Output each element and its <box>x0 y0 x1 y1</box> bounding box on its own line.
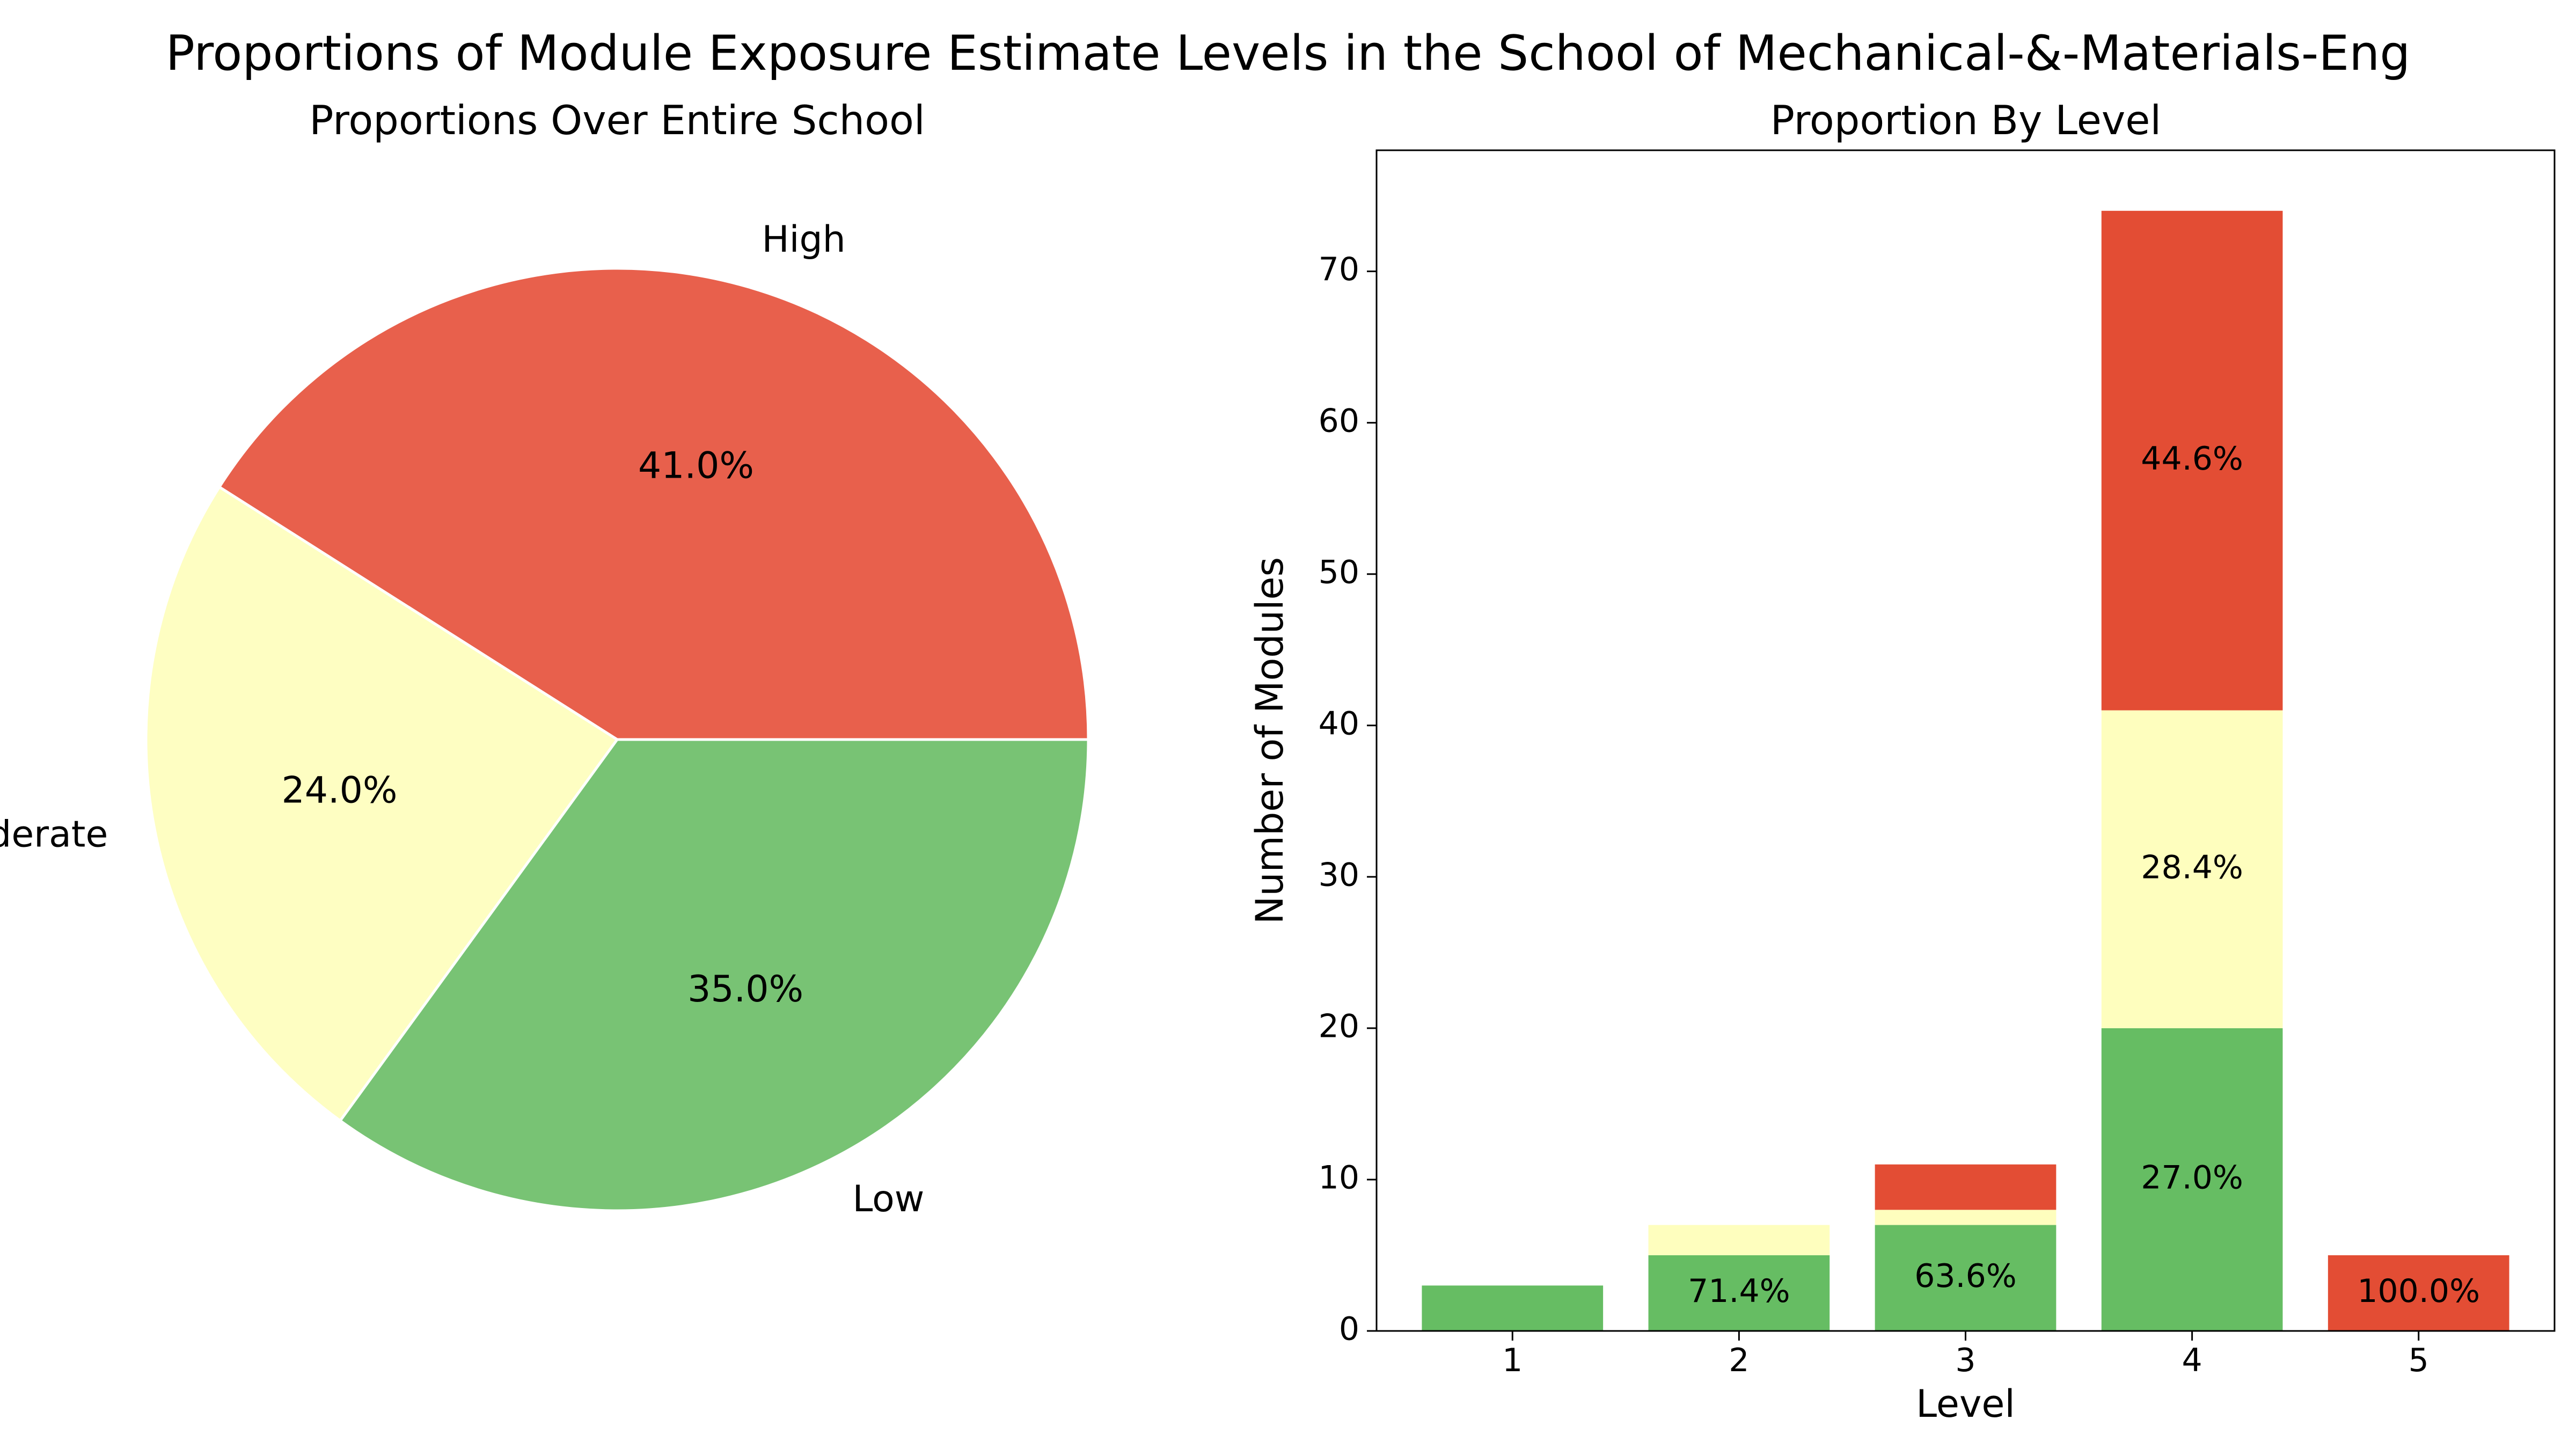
bar-low-level-2 <box>1648 1255 1830 1331</box>
pie-slice-high <box>217 267 1090 741</box>
bar-moderate-level-4 <box>2101 710 2283 1028</box>
bar-low-level-4 <box>2101 1028 2283 1331</box>
bar-moderate-level-2 <box>1648 1225 1830 1255</box>
y-tick-label: 20 <box>1319 1007 1359 1045</box>
pie-label-moderate: Moderate <box>0 814 108 856</box>
y-tick-label: 10 <box>1319 1159 1359 1197</box>
y-tick-label: 0 <box>1339 1311 1359 1348</box>
pie-label-high: High <box>762 218 845 261</box>
pie-pct-moderate: 24.0% <box>282 769 398 811</box>
pie-pct-high: 41.0% <box>638 445 754 487</box>
y-axis: 0 10 20 30 40 50 60 70 <box>1319 251 1377 1348</box>
x-tick-label: 3 <box>1955 1342 1975 1379</box>
bar-label-high-level-4: 44.6% <box>2141 440 2243 478</box>
pie-slice-moderate <box>144 485 619 1123</box>
y-tick-label: 50 <box>1319 553 1359 591</box>
y-tick-label: 70 <box>1319 251 1359 288</box>
x-tick-label: 1 <box>1502 1342 1523 1379</box>
x-axis-label: Level <box>1916 1382 2015 1426</box>
y-tick-label: 40 <box>1319 705 1359 742</box>
x-axis: 1 2 3 4 5 <box>1502 1331 2429 1379</box>
pie-slices <box>144 267 1090 1212</box>
bar-chart: Proportion By Level 71.4% 63.6% 27.0% 28.4%… <box>1248 97 2556 1426</box>
x-tick-label: 2 <box>1729 1342 1749 1379</box>
bar-annotations: 71.4% 63.6% 27.0% 28.4% 44.6% 100.0% <box>1688 440 2480 1310</box>
bar-segments <box>1422 210 2509 1331</box>
y-axis-label: Number of Modules <box>1248 557 1292 924</box>
bar-moderate-level-3 <box>1875 1210 2057 1225</box>
bar-high-level-4 <box>2101 210 2283 711</box>
bar-label-high-level-5: 100.0% <box>2357 1272 2480 1310</box>
x-tick-label: 5 <box>2409 1342 2429 1379</box>
pie-pct-low: 35.0% <box>687 968 803 1011</box>
plot-frame <box>1375 149 2556 1332</box>
bar-label-low-level-2: 71.4% <box>1688 1272 1790 1310</box>
bar-low-level-1 <box>1422 1285 1604 1331</box>
x-tick-label: 4 <box>2182 1342 2202 1379</box>
bar-low-level-3 <box>1875 1225 2057 1331</box>
bar-high-level-3 <box>1875 1164 2057 1210</box>
pie-slice-low <box>338 738 1090 1212</box>
pie-chart: Proportions Over Entire School High 41.0%… <box>0 97 1090 1220</box>
bar-title: Proportion By Level <box>1770 97 2161 144</box>
y-tick-label: 60 <box>1319 402 1359 440</box>
bar-label-low-level-4: 27.0% <box>2141 1159 2243 1197</box>
pie-label-low: Low <box>852 1178 924 1220</box>
bar-high-level-5 <box>2328 1255 2509 1331</box>
bar-label-low-level-3: 63.6% <box>1914 1257 2017 1295</box>
pie-title: Proportions Over Entire School <box>309 97 925 144</box>
figure-title: Proportions of Module Exposure Estimate … <box>166 25 2411 82</box>
pie-labels: High 41.0% Moderate 24.0% Low 35.0% <box>0 218 924 1220</box>
bar-label-moderate-level-4: 28.4% <box>2141 848 2243 886</box>
y-tick-label: 30 <box>1319 856 1359 894</box>
